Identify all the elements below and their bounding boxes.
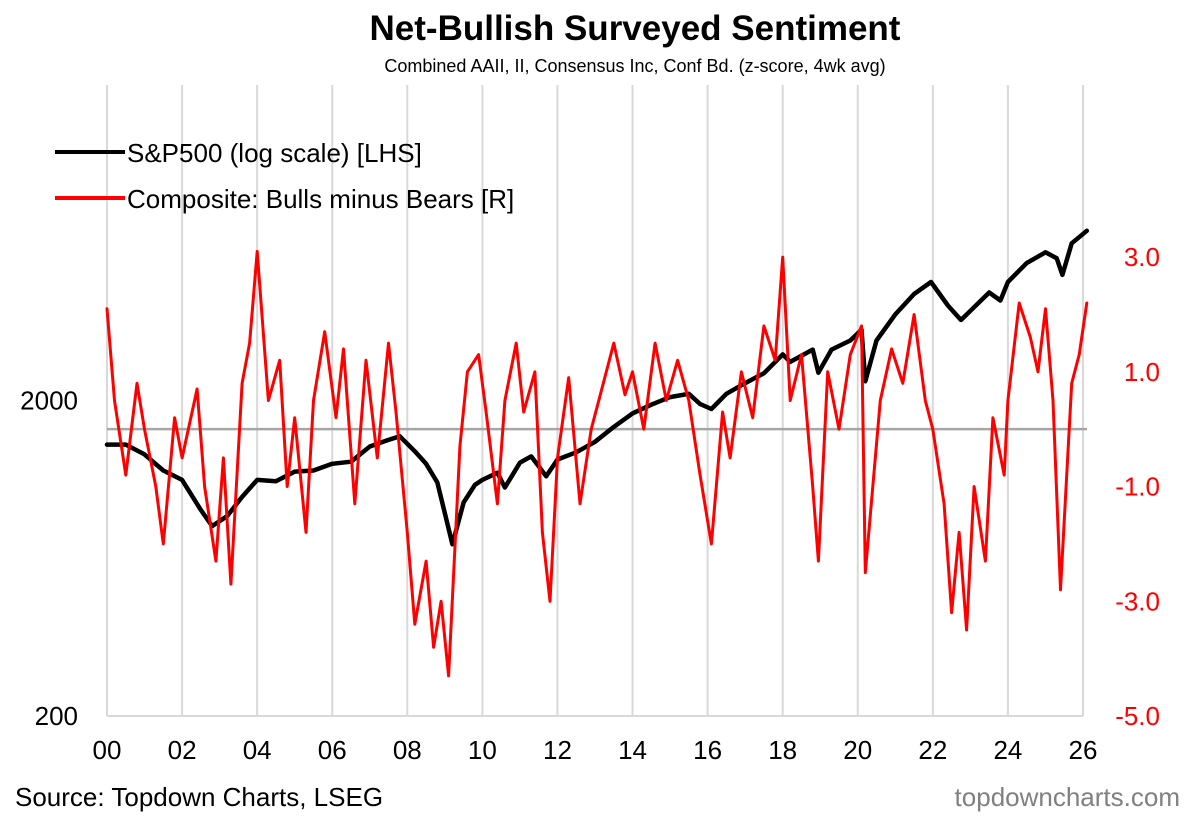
- left-tick-label: 2000: [20, 386, 78, 416]
- x-tick-label: 18: [768, 735, 797, 765]
- chart-title: Net-Bullish Surveyed Sentiment: [370, 9, 901, 48]
- x-tick-label: 20: [843, 735, 872, 765]
- x-tick-label: 16: [693, 735, 722, 765]
- source-note: Source: Topdown Charts, LSEG: [15, 782, 383, 812]
- x-tick-label: 12: [543, 735, 572, 765]
- x-tick-label: 00: [93, 735, 122, 765]
- x-tick-label: 02: [168, 735, 197, 765]
- x-tick-label: 26: [1069, 735, 1098, 765]
- left-tick-label: 200: [35, 701, 78, 731]
- composite-line: [105, 249, 1089, 678]
- x-tick-label: 10: [468, 735, 497, 765]
- right-tick-label: -3.0: [1115, 586, 1160, 616]
- chart-subtitle: Combined AAII, II, Consensus Inc, Conf B…: [384, 56, 885, 76]
- x-tick-label: 24: [993, 735, 1022, 765]
- legend-label-sp500: S&P500 (log scale) [LHS]: [127, 138, 422, 168]
- right-tick-label: -1.0: [1115, 472, 1160, 502]
- axis-layer: 00 02 04 06 08 10 12 14 16 18 20 22 24 26 2000 200 3.0 1.…: [20, 242, 1160, 765]
- x-tick-label: 08: [393, 735, 422, 765]
- x-tick-label: 06: [318, 735, 347, 765]
- x-tick-label: 22: [918, 735, 947, 765]
- series-layer: [104, 228, 1090, 678]
- right-tick-label: -5.0: [1115, 701, 1160, 731]
- x-tick-label: 04: [243, 735, 272, 765]
- legend: S&P500 (log scale) [LHS] Composite: Bull…: [55, 138, 514, 214]
- sp500-line: [104, 228, 1090, 547]
- right-tick-label: 1.0: [1124, 357, 1160, 387]
- legend-label-composite: Composite: Bulls minus Bears [R]: [127, 184, 514, 214]
- x-tick-label: 14: [618, 735, 647, 765]
- right-tick-label: 3.0: [1124, 242, 1160, 272]
- watermark: topdowncharts.com: [955, 782, 1180, 812]
